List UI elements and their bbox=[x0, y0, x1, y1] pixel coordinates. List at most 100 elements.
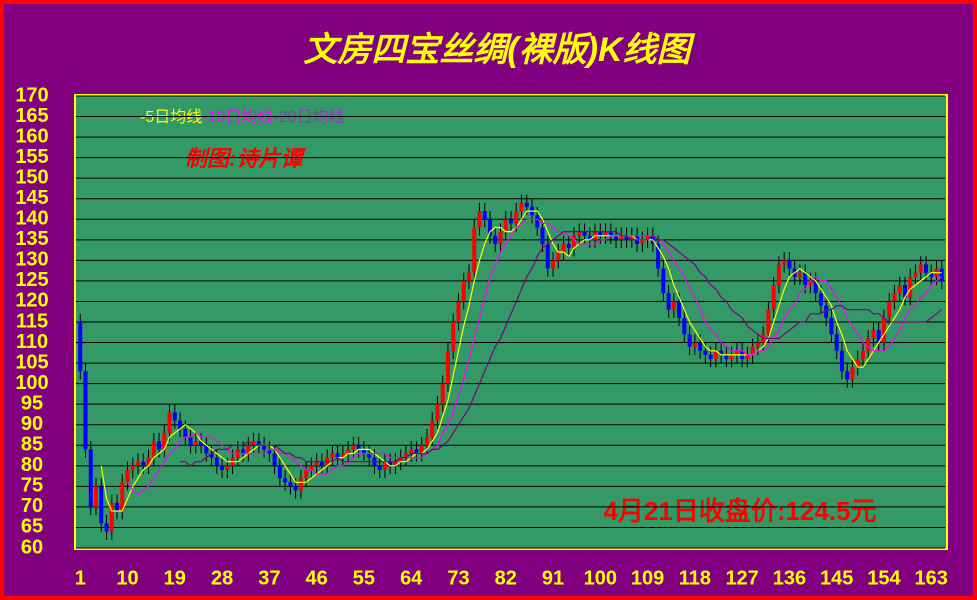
legend-entry: -20日均线 bbox=[273, 108, 344, 126]
y-tick-label: 120 bbox=[15, 290, 48, 312]
candle-body bbox=[876, 330, 881, 343]
candle-body bbox=[104, 523, 109, 532]
candle-body bbox=[99, 486, 104, 524]
candle-body bbox=[803, 272, 808, 286]
candle-body bbox=[283, 478, 288, 483]
candle-body bbox=[734, 350, 739, 355]
candle-body bbox=[136, 461, 141, 466]
candle-body bbox=[766, 309, 771, 335]
candle-body bbox=[860, 350, 865, 359]
candle-body bbox=[346, 449, 351, 454]
candle-body bbox=[319, 461, 324, 466]
candle-body bbox=[451, 322, 456, 351]
y-tick-label: 80 bbox=[21, 454, 43, 476]
candle-body bbox=[514, 211, 519, 224]
x-tick-label: 100 bbox=[584, 567, 617, 589]
x-tick-label: 55 bbox=[353, 567, 375, 589]
candle-body bbox=[619, 235, 624, 240]
candle-body bbox=[724, 354, 729, 359]
candle-body bbox=[146, 457, 151, 466]
candle-body bbox=[755, 342, 760, 347]
candle-body bbox=[304, 469, 309, 479]
candle-body bbox=[524, 202, 529, 207]
y-tick-label: 135 bbox=[15, 228, 48, 250]
candle-body bbox=[199, 441, 204, 446]
candle-body bbox=[241, 449, 246, 454]
x-tick-label: 19 bbox=[164, 567, 186, 589]
candle-body bbox=[167, 412, 172, 433]
candle-body bbox=[572, 235, 577, 249]
candle-body bbox=[834, 334, 839, 351]
candle-body bbox=[277, 465, 282, 479]
candle-body bbox=[162, 432, 167, 450]
candle-body bbox=[666, 293, 671, 310]
x-tick-label: 163 bbox=[915, 567, 948, 589]
candle-body bbox=[698, 342, 703, 351]
candle-body bbox=[787, 260, 792, 269]
candle-body bbox=[871, 330, 876, 339]
x-tick-label: 109 bbox=[631, 567, 664, 589]
y-tick-label: 75 bbox=[21, 475, 43, 497]
candle-body bbox=[382, 461, 387, 470]
x-tick-label: 82 bbox=[495, 567, 517, 589]
candle-body bbox=[78, 322, 83, 372]
candle-body bbox=[157, 441, 162, 450]
candle-body bbox=[519, 202, 524, 212]
candle-body bbox=[897, 285, 902, 294]
candle-body bbox=[482, 211, 487, 220]
candle-body bbox=[692, 342, 697, 347]
candle-body bbox=[640, 239, 645, 244]
candle-body bbox=[388, 461, 393, 466]
y-tick-label: 150 bbox=[15, 166, 48, 188]
candle-body bbox=[813, 280, 818, 294]
y-tick-label: 70 bbox=[21, 495, 43, 517]
candle-body bbox=[456, 301, 461, 322]
chart-title: 文房四宝丝绸(裸版)K线图 bbox=[303, 31, 695, 69]
y-tick-label: 95 bbox=[21, 392, 43, 414]
y-tick-label: 85 bbox=[21, 434, 43, 456]
candle-body bbox=[314, 461, 319, 466]
candle-body bbox=[782, 260, 787, 265]
candle-body bbox=[656, 243, 661, 269]
candle-body bbox=[750, 346, 755, 355]
candle-body bbox=[109, 502, 114, 532]
x-tick-label: 46 bbox=[306, 567, 328, 589]
close-price-note: 4月21日收盘价:124.5元 bbox=[603, 496, 876, 526]
candle-body bbox=[183, 428, 188, 438]
candle-body bbox=[866, 338, 871, 351]
candle-body bbox=[115, 502, 120, 512]
candle-body bbox=[918, 264, 923, 273]
candle-body bbox=[845, 371, 850, 380]
y-tick-label: 105 bbox=[15, 351, 48, 373]
candle-body bbox=[403, 453, 408, 458]
y-tick-label: 160 bbox=[15, 125, 48, 147]
candle-body bbox=[551, 260, 556, 269]
candle-body bbox=[220, 465, 225, 470]
candle-body bbox=[556, 252, 561, 261]
y-tick-label: 65 bbox=[21, 516, 43, 538]
candle-body bbox=[797, 272, 802, 277]
candle-body bbox=[923, 264, 928, 273]
candle-body bbox=[687, 334, 692, 347]
candle-body bbox=[94, 486, 99, 507]
candle-body bbox=[88, 449, 93, 507]
candle-body bbox=[120, 482, 125, 512]
candle-body bbox=[414, 449, 419, 454]
candle-body bbox=[771, 285, 776, 310]
candle-body bbox=[356, 445, 361, 450]
candle-body bbox=[461, 280, 466, 302]
candle-body bbox=[493, 235, 498, 244]
candle-body bbox=[340, 453, 345, 458]
y-tick-label: 140 bbox=[15, 208, 48, 230]
candle-body bbox=[361, 449, 366, 454]
candle-body bbox=[487, 219, 492, 236]
candle-body bbox=[209, 453, 214, 458]
y-tick-label: 125 bbox=[15, 269, 48, 291]
candle-body bbox=[262, 445, 267, 450]
candle-body bbox=[535, 215, 540, 228]
candle-body bbox=[367, 453, 372, 458]
candle-body bbox=[561, 243, 566, 253]
candle-body bbox=[204, 445, 209, 454]
candle-body bbox=[435, 404, 440, 421]
candle-body bbox=[881, 317, 886, 343]
